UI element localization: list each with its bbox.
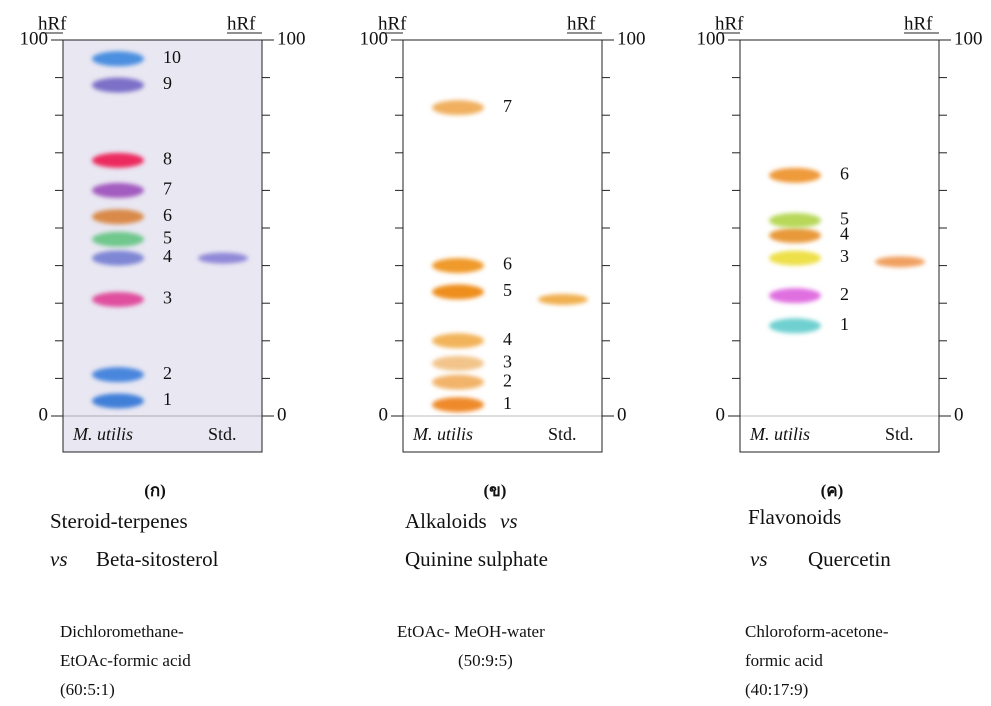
tick-label: 0 [954, 404, 964, 425]
spot-label: 1 [840, 314, 849, 334]
axis-title: hRf [567, 13, 596, 34]
spot-label: 4 [163, 246, 172, 266]
tick-label: 0 [39, 404, 49, 425]
tick-label: 100 [697, 28, 726, 49]
spot-label: 5 [503, 280, 512, 300]
tick-label: 100 [954, 28, 983, 49]
spot-label: 9 [163, 73, 172, 93]
spot [92, 367, 144, 382]
spot-label: 1 [503, 393, 512, 413]
spot-label: 7 [163, 179, 172, 199]
lane-label: Std. [208, 424, 237, 444]
panel-letter: (ค) [821, 481, 844, 500]
lane-label: M. utilis [749, 424, 810, 444]
spot-label: 4 [503, 329, 512, 349]
tick-label: 0 [716, 404, 726, 425]
spot [92, 209, 144, 224]
spot [92, 51, 144, 66]
spot-label: 10 [163, 47, 181, 67]
spot-label: 3 [163, 288, 172, 308]
spot-label: 5 [840, 209, 849, 229]
connector: vs [500, 509, 518, 533]
spot [769, 213, 821, 228]
panel-letter: (ข) [484, 481, 507, 500]
solvent-line: Dichloromethane- [60, 622, 184, 641]
spot [92, 393, 144, 408]
spot [92, 78, 144, 93]
tlc-figure: hRfhRf00100100M. utilisStd.12345678910(ก… [0, 0, 991, 706]
connector: vs [50, 547, 68, 571]
solvent-line: (40:17:9) [745, 680, 808, 699]
spot [432, 397, 484, 412]
spot [432, 356, 484, 371]
tick-label: 100 [20, 28, 49, 49]
spot-label: 3 [840, 246, 849, 266]
spot-label: 6 [163, 205, 172, 225]
spot [769, 168, 821, 183]
spot [92, 232, 144, 247]
spot [432, 100, 484, 115]
spot [769, 318, 821, 333]
tick-label: 0 [379, 404, 389, 425]
spot-label: 2 [163, 363, 172, 383]
std-spot [198, 253, 248, 264]
lane-label: Std. [885, 424, 914, 444]
compound-class: Steroid-terpenes [50, 509, 188, 533]
tick-label: 100 [617, 28, 646, 49]
solvent-line: EtOAc- MeOH-water [397, 622, 545, 641]
spot [92, 251, 144, 266]
spot-label: 6 [503, 254, 512, 274]
spot [432, 284, 484, 299]
tick-label: 100 [360, 28, 389, 49]
tick-label: 100 [277, 28, 306, 49]
axis-title: hRf [227, 13, 256, 34]
standard: Quercetin [808, 547, 891, 571]
std-spot [538, 294, 588, 305]
lane-label: Std. [548, 424, 577, 444]
spot-label: 1 [163, 389, 172, 409]
spot [92, 292, 144, 307]
spot [432, 375, 484, 390]
standard: Beta-sitosterol [96, 547, 219, 571]
solvent-line: formic acid [745, 651, 823, 670]
spot-label: 8 [163, 148, 172, 168]
spot-label: 2 [503, 370, 512, 390]
tick-label: 0 [617, 404, 627, 425]
lane-label: M. utilis [412, 424, 473, 444]
spot [432, 258, 484, 273]
spot-label: 6 [840, 163, 849, 183]
spot-label: 7 [503, 96, 512, 116]
solvent-line: (60:5:1) [60, 680, 115, 699]
std-spot [875, 256, 925, 267]
connector: vs [750, 547, 768, 571]
panel-letter: (ก) [144, 481, 166, 500]
spot [769, 288, 821, 303]
tick-label: 0 [277, 404, 287, 425]
solvent-line: (50:9:5) [458, 651, 513, 670]
solvent-line: EtOAc-formic acid [60, 651, 191, 670]
compound-class: Flavonoids [748, 505, 841, 529]
axis-title: hRf [904, 13, 933, 34]
compound-class: Alkaloids [405, 509, 487, 533]
spot [92, 153, 144, 168]
solvent-line: Chloroform-acetone- [745, 622, 889, 641]
spot [432, 333, 484, 348]
spot [92, 183, 144, 198]
spot-label: 3 [503, 351, 512, 371]
spot [769, 251, 821, 266]
spot-label: 2 [840, 284, 849, 304]
spot-label: 5 [163, 227, 172, 247]
spot [769, 228, 821, 243]
lane-label: M. utilis [72, 424, 133, 444]
standard: Quinine sulphate [405, 547, 548, 571]
